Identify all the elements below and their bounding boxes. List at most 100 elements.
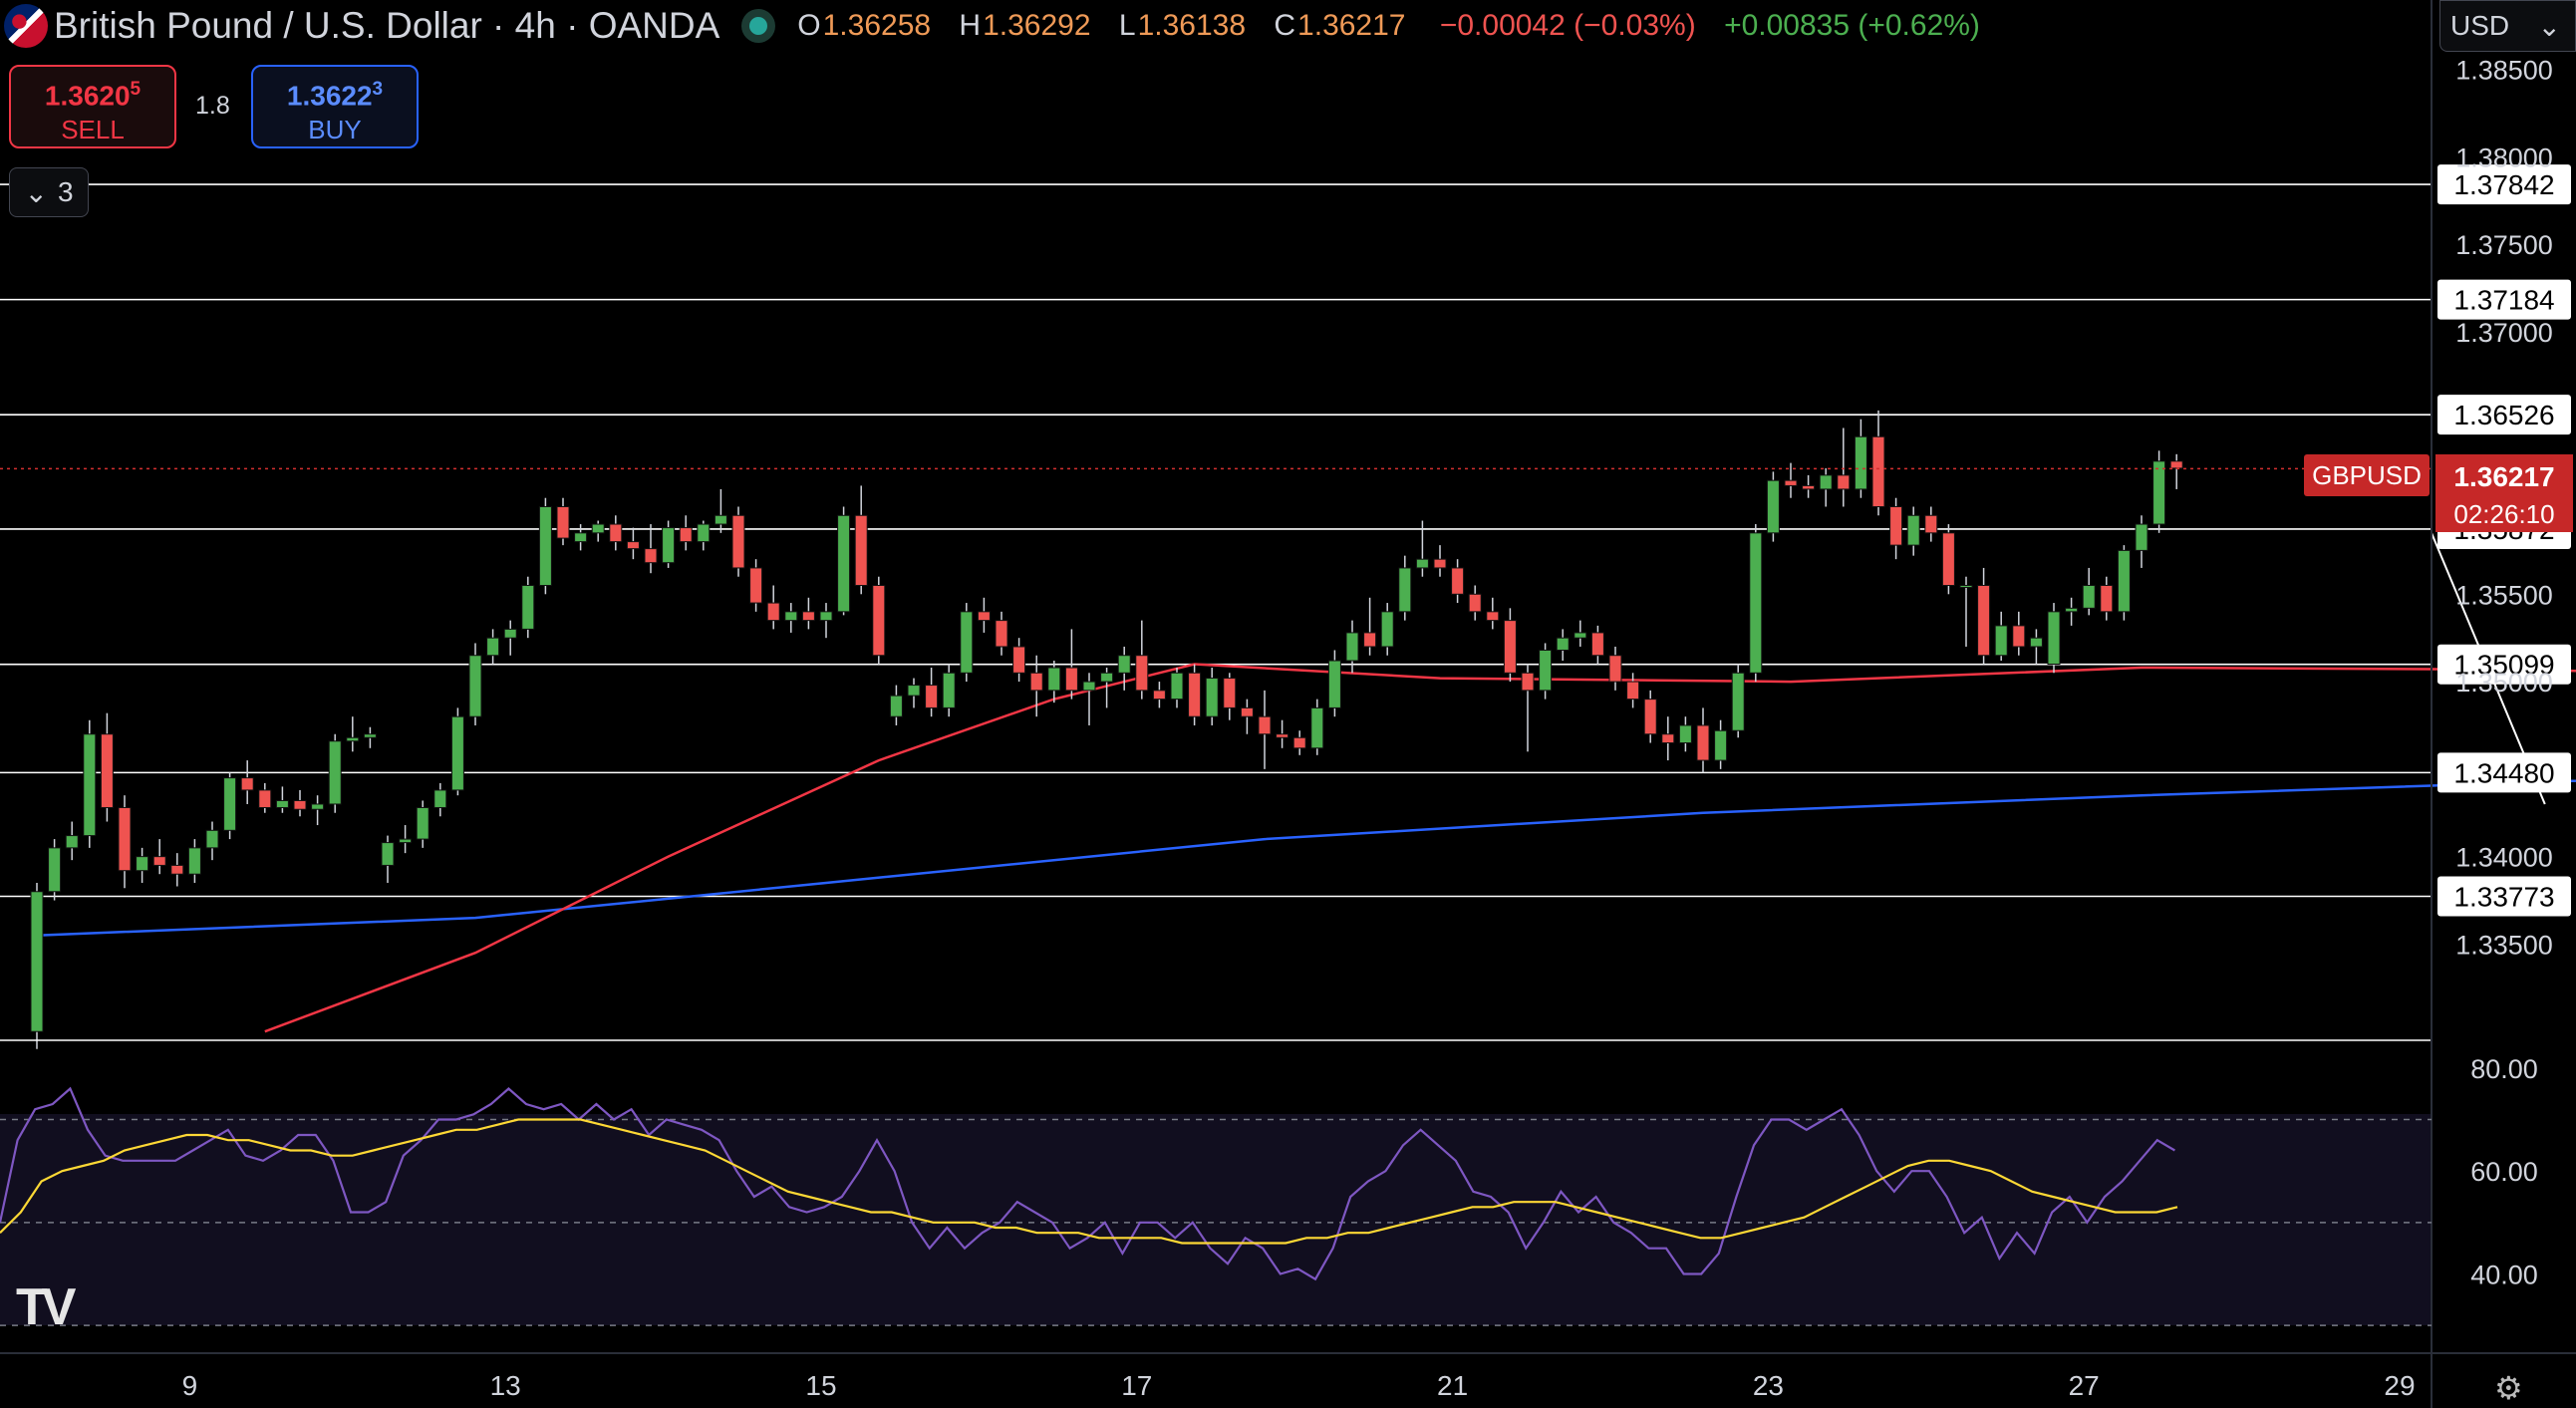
level-label-box: [2437, 164, 2571, 205]
candle-down: [854, 514, 868, 587]
candle-up: [1731, 672, 1745, 731]
candle-down: [925, 685, 939, 708]
candle-down: [2100, 585, 2114, 613]
rsi-line: [0, 1086, 2175, 1281]
candle-down: [1802, 484, 1816, 490]
candle-down: [152, 856, 166, 866]
price-tick-label: 1.37500: [2455, 230, 2553, 260]
market-status-icon[interactable]: [741, 9, 776, 43]
price-tick-label: 1.33500: [2455, 930, 2553, 960]
current-price-tag: 1.36217 02:26:10: [2435, 454, 2573, 532]
candle-down: [1433, 558, 1447, 569]
level-label-box: [2437, 279, 2571, 320]
time-tick-label: 17: [1121, 1370, 1152, 1401]
candle-up: [187, 847, 201, 875]
candle-down: [258, 789, 272, 808]
open-value: 1.36258: [822, 9, 932, 42]
candle-up: [1415, 558, 1429, 569]
candle-down: [679, 527, 693, 543]
candle-up: [1310, 706, 1324, 749]
candle-down: [240, 777, 254, 791]
moving-averages: [36, 663, 2576, 1033]
candle-up: [1994, 625, 2008, 657]
currency-select[interactable]: USD ⌄: [2439, 0, 2576, 52]
candle-up: [381, 842, 395, 866]
indicators-count: 3: [57, 176, 74, 207]
level-label: 1.37184: [2453, 285, 2554, 316]
candle-up: [503, 628, 517, 639]
candle-up: [907, 685, 921, 697]
time-tick-label: 15: [805, 1370, 836, 1401]
candle-up: [714, 514, 727, 525]
price-tick-label: 1.38500: [2455, 56, 2553, 86]
candle-up: [942, 672, 956, 708]
chevron-down-icon: ⌄: [24, 176, 48, 208]
candle-down: [1661, 733, 1675, 744]
level-label-box: [2437, 395, 2571, 435]
candle-down: [644, 548, 658, 564]
candle-up: [889, 695, 903, 717]
indicators-toggle[interactable]: ⌄ 3: [9, 167, 89, 217]
symbol-title[interactable]: British Pound / U.S. Dollar · 4h · OANDA: [54, 5, 720, 46]
candle-down: [995, 620, 1008, 648]
candle-down: [170, 864, 184, 875]
candle-up: [136, 856, 149, 872]
buy-label: BUY: [308, 115, 362, 145]
candle-up: [960, 611, 974, 674]
candle-up: [48, 847, 62, 893]
candle-up: [1749, 532, 1763, 674]
candle-up: [275, 799, 289, 808]
candle-up: [2082, 585, 2096, 609]
candle-down: [626, 541, 640, 550]
candle-up: [1345, 632, 1359, 662]
candle-up: [538, 505, 552, 587]
candle-up: [311, 803, 325, 810]
level-label: 1.34480: [2453, 757, 2554, 788]
candle-up: [205, 829, 219, 849]
candle-down: [1012, 646, 1026, 674]
candle-down: [609, 523, 623, 543]
candle-up: [399, 838, 413, 844]
candle-down: [1590, 632, 1604, 657]
candle-down: [1064, 667, 1078, 692]
candle-down: [1977, 585, 1991, 657]
time-axis[interactable]: 913151721232729May57: [182, 1370, 2576, 1401]
candle-down: [1837, 474, 1851, 490]
bar-countdown: 02:26:10: [2453, 499, 2554, 529]
candle-up: [1959, 585, 1973, 589]
candle-up: [697, 523, 711, 543]
ohlc-readout: O1.36258 H1.36292 L1.36138 C1.36217 −0.0…: [797, 9, 1980, 43]
candle-down: [118, 806, 132, 872]
candle-down: [1292, 736, 1306, 749]
candle-down: [1240, 706, 1254, 717]
candle-up: [1574, 632, 1587, 639]
sell-price-pip: 5: [130, 79, 142, 100]
candle-down: [556, 505, 570, 539]
candle-up: [1539, 649, 1553, 692]
candle-down: [1468, 593, 1482, 613]
time-tick-label: 29: [2384, 1370, 2415, 1401]
price-tick-label: 1.37000: [2455, 318, 2553, 348]
price-axis[interactable]: 1.378421.371841.365261.358721.350991.344…: [2437, 56, 2571, 1290]
currency-value: USD: [2450, 10, 2510, 41]
close-label: C: [1274, 9, 1296, 42]
candle-up: [1678, 724, 1692, 744]
candle-up: [2029, 637, 2043, 648]
rsi-tick-label: 80.00: [2470, 1054, 2538, 1084]
candle-down: [293, 799, 307, 810]
sell-button[interactable]: 1.36205 SELL: [9, 65, 176, 148]
candle-down: [977, 611, 991, 622]
candle-up: [1327, 660, 1341, 708]
candle-down: [1486, 611, 1500, 622]
candle-up: [1819, 474, 1833, 490]
candle-down: [749, 567, 763, 604]
high-value: 1.36292: [983, 9, 1091, 42]
gear-icon[interactable]: ⚙: [2494, 1370, 2523, 1406]
candle-up: [1380, 611, 1394, 648]
candle-down: [1276, 733, 1289, 738]
candle-down: [1451, 567, 1465, 595]
buy-button[interactable]: 1.36223 BUY: [251, 65, 419, 148]
candle-up: [468, 655, 482, 717]
candle-up: [328, 740, 342, 805]
